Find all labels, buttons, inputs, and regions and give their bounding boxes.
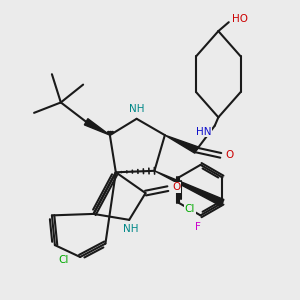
Text: HO: HO bbox=[232, 14, 248, 24]
Text: O: O bbox=[226, 150, 234, 161]
Polygon shape bbox=[154, 171, 224, 206]
Text: HN: HN bbox=[196, 127, 211, 136]
Text: Cl: Cl bbox=[185, 204, 195, 214]
Polygon shape bbox=[165, 135, 198, 153]
Text: Cl: Cl bbox=[58, 255, 69, 265]
Text: NH: NH bbox=[129, 104, 144, 114]
Text: F: F bbox=[195, 222, 200, 232]
Text: NH: NH bbox=[123, 224, 138, 234]
Text: O: O bbox=[172, 182, 180, 192]
Polygon shape bbox=[84, 119, 110, 135]
